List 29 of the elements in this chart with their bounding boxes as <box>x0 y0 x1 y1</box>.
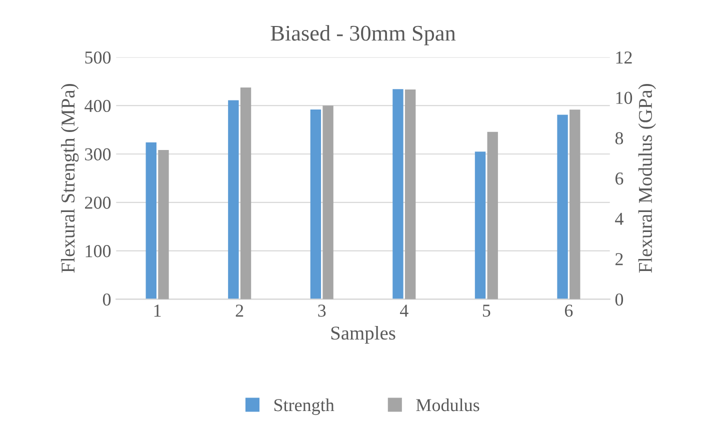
y2-tick-label: 2 <box>615 253 623 266</box>
x-tick-label: 1 <box>154 304 161 317</box>
x-axis-title: Samples <box>331 326 396 344</box>
x-tick-label: 5 <box>482 304 490 317</box>
y-tick-label: 0 <box>102 293 111 306</box>
y-tick-label: 400 <box>84 100 111 112</box>
y-tick-label: 500 <box>85 51 111 64</box>
y-tick-label: 200 <box>85 196 111 209</box>
chart-title: Biased - 30mm Span <box>270 25 456 46</box>
legend-label: Modulus <box>416 398 480 412</box>
y-tick-label: 100 <box>86 245 111 258</box>
y2-tick-label: 8 <box>615 132 624 144</box>
y2-tick-label: 6 <box>615 172 624 185</box>
y-axis-title: Flexural Strength (MPa) <box>60 84 79 273</box>
x-tick-label: 2 <box>236 304 244 317</box>
x-tick-label: 6 <box>564 304 573 317</box>
bar <box>158 150 169 300</box>
legend-label: Strength <box>274 398 334 415</box>
x-tick-label: 3 <box>318 304 326 317</box>
y-tick-label: 300 <box>85 148 111 160</box>
y2-tick-label: 4 <box>615 212 624 225</box>
bar <box>146 142 156 300</box>
y2-tick-label: 12 <box>616 52 632 64</box>
bar <box>557 114 568 300</box>
y2-tick-label: 0 <box>615 293 624 306</box>
y2-axis-title: Flexural Modulus (GPa) <box>638 84 656 273</box>
bar <box>570 110 580 300</box>
y2-tick-label: 10 <box>616 92 632 104</box>
x-tick-label: 4 <box>400 304 408 317</box>
